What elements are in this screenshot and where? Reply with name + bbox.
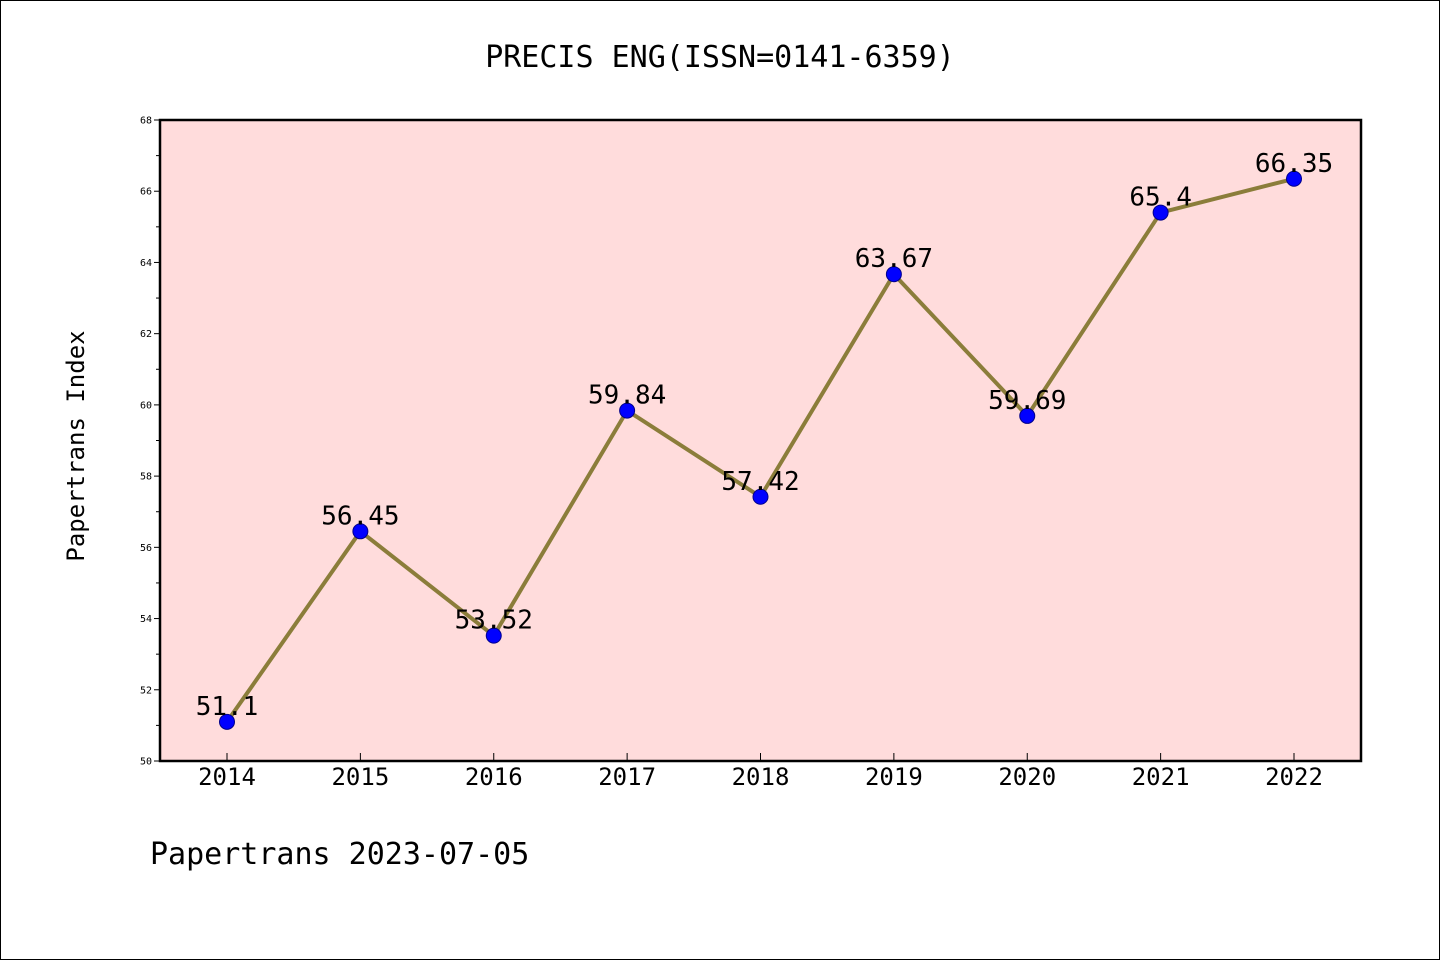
data-label: 53.52 bbox=[455, 606, 533, 636]
data-point bbox=[352, 523, 369, 540]
data-point bbox=[1286, 170, 1302, 187]
x-tick-label: 2019 bbox=[865, 763, 923, 791]
x-tick-label: 2022 bbox=[1265, 763, 1323, 791]
y-axis-label: Papertrans Index bbox=[62, 330, 90, 561]
x-tick-label: 2021 bbox=[1132, 763, 1190, 791]
y-tick-label: 62 bbox=[140, 329, 152, 340]
data-label: 66.35 bbox=[1255, 149, 1333, 179]
x-axis-ticks: 2014 2015 2016 2017 2018 2019 2020 2021 2022 bbox=[198, 753, 1323, 791]
x-tick-label: 2016 bbox=[465, 763, 523, 791]
y-tick-label: 68 bbox=[140, 116, 152, 127]
data-point bbox=[219, 713, 235, 730]
x-tick-label: 2017 bbox=[598, 763, 656, 791]
y-tick-label: 66 bbox=[140, 187, 152, 198]
data-labels: 51.1 56.45 53.52 59.84 57.42 63.67 59.69 65.4 66… bbox=[196, 149, 1333, 722]
y-tick-label: 52 bbox=[140, 685, 152, 696]
y-axis-ticks: 50 52 54 56 58 60 62 64 66 68 bbox=[140, 116, 160, 768]
data-point bbox=[1019, 407, 1036, 424]
x-tick-label: 2018 bbox=[732, 763, 790, 791]
y-tick-label: 60 bbox=[140, 400, 152, 411]
plot-area bbox=[160, 120, 1361, 761]
x-tick-label: 2015 bbox=[331, 763, 389, 791]
data-label: 65.4 bbox=[1129, 183, 1192, 213]
data-label: 51.1 bbox=[196, 692, 259, 722]
y-tick-label: 64 bbox=[140, 258, 152, 269]
data-label: 57.42 bbox=[721, 467, 799, 497]
x-tick-label: 2014 bbox=[198, 763, 256, 791]
data-label: 59.84 bbox=[588, 381, 666, 411]
series-markers bbox=[219, 170, 1302, 730]
data-point bbox=[885, 266, 902, 283]
y-tick-label: 50 bbox=[140, 757, 152, 768]
data-point bbox=[752, 488, 769, 505]
plot-border bbox=[158, 118, 1363, 763]
data-label: 59.69 bbox=[988, 386, 1066, 416]
data-point bbox=[485, 627, 502, 644]
data-label: 63.67 bbox=[855, 244, 933, 274]
data-point bbox=[1152, 204, 1169, 221]
x-tick-label: 2020 bbox=[998, 763, 1056, 791]
data-label: 56.45 bbox=[321, 501, 399, 531]
footer-text: Papertrans 2023-07-05 bbox=[150, 837, 529, 872]
data-point bbox=[619, 402, 636, 419]
y-tick-label: 58 bbox=[140, 472, 152, 483]
chart-title: PRECIS ENG(ISSN=0141-6359) bbox=[485, 40, 955, 75]
y-tick-label: 56 bbox=[140, 543, 152, 554]
y-tick-label: 54 bbox=[140, 614, 152, 625]
